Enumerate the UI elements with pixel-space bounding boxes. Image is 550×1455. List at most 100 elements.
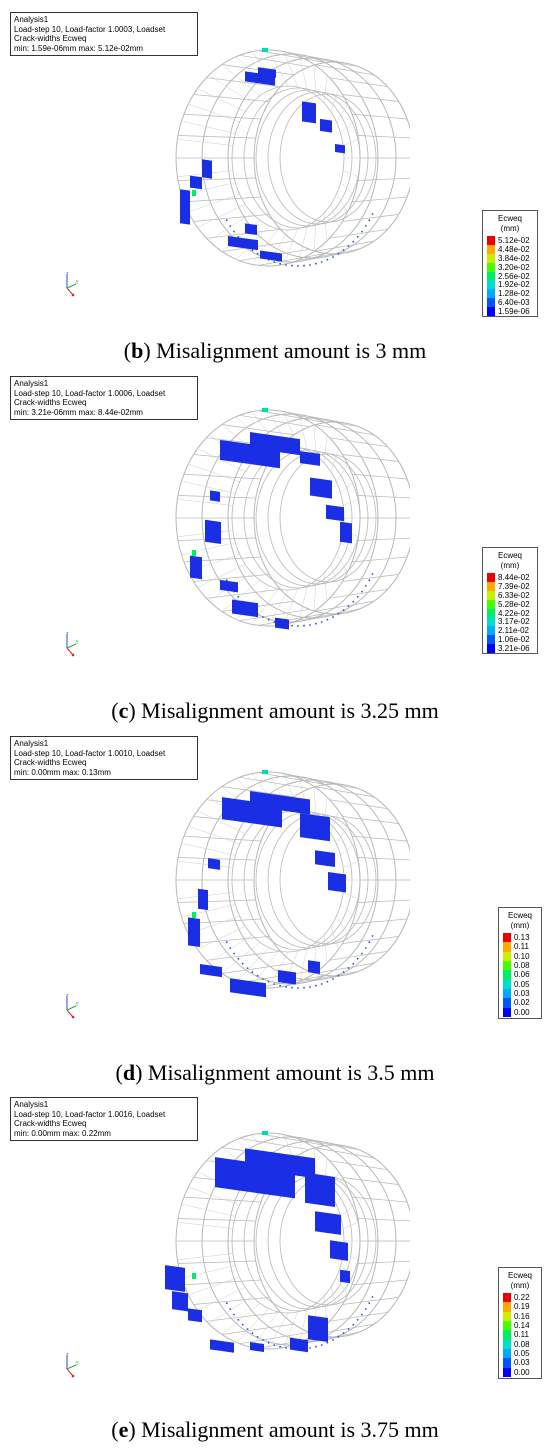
caption-text: ) Misalignment amount is 3.75 mm — [128, 1417, 439, 1442]
legend-tick: 0.22 — [514, 1293, 530, 1302]
legend-swatch — [503, 1349, 511, 1359]
info-line: Crack-widths Ecweq — [14, 34, 87, 44]
legend-swatch — [487, 253, 495, 264]
svg-text:y: y — [76, 279, 79, 285]
legend-tick: 0.05 — [514, 979, 530, 989]
legend-swatch — [487, 298, 495, 308]
legend-swatch — [487, 244, 495, 255]
legend-swatch — [487, 289, 495, 299]
legend-unit: (mm) — [500, 561, 520, 570]
legend-scale: 8.44e-02 7.39e-02 6.33e-02 5.28e-02 4.22e-02… — [483, 573, 537, 654]
legend-tick: 0.06 — [514, 970, 530, 980]
info-line: Load-step 10, Load-factor 1.0016, Loadse… — [14, 1109, 166, 1119]
legend-tick: 0.14 — [514, 1321, 530, 1330]
legend-tick: 0.05 — [514, 1349, 530, 1358]
figure-caption: (d) Misalignment amount is 3.5 mm — [0, 1060, 550, 1086]
svg-text:y: y — [76, 1001, 79, 1007]
legend-tick: 4.48e-02 — [498, 244, 530, 254]
legend-swatch — [487, 617, 495, 627]
legend-tick: 0.08 — [514, 1339, 530, 1349]
svg-text:y: y — [76, 1360, 79, 1366]
color-legend: Ecweq (mm) 0.13 0.11 0.10 0.08 0.06 0.05 0.03 0… — [498, 907, 542, 1019]
legend-tick: 0.11 — [514, 942, 529, 952]
legend-swatch — [503, 1321, 511, 1331]
legend-tick: 1.92e-02 — [498, 280, 530, 290]
legend-title: Ecweq — [497, 214, 522, 223]
legend-tick: 6.40e-03 — [498, 298, 530, 308]
legend-swatch — [503, 970, 511, 981]
legend-tick: 0.02 — [514, 998, 530, 1008]
legend-swatch — [503, 1339, 511, 1350]
legend-swatch — [503, 979, 511, 990]
legend-swatch — [503, 942, 511, 953]
legend-swatch — [503, 1311, 511, 1322]
legend-tick: 3.20e-02 — [498, 262, 530, 272]
panel-d: Analysis1 Load-step 10, Load-factor 1.00… — [0, 730, 550, 1093]
fe-model-render — [175, 48, 410, 267]
info-line: Analysis1 — [14, 739, 49, 748]
legend-tick: 0.19 — [514, 1302, 530, 1312]
legend-scale: 5.12e-02 4.48e-02 3.84e-02 3.20e-02 2.56e-02… — [483, 236, 537, 317]
caption-letter: e — [118, 1417, 129, 1442]
color-legend: Ecweq (mm) 0.22 0.19 0.16 0.14 0.11 0.08 0.05 0… — [498, 1267, 542, 1379]
svg-text:y: y — [76, 639, 79, 645]
color-legend: Ecweq (mm) 8.44e-02 7.39e-02 6.33e-02 5.28e… — [482, 547, 538, 654]
caption-paren: ( — [111, 698, 119, 723]
legend-title: Ecweq — [507, 1271, 532, 1280]
caption-text: ) Misalignment amount is 3 mm — [143, 338, 427, 363]
legend-swatch — [487, 635, 495, 645]
caption-paren: ( — [111, 1417, 119, 1442]
legend-tick: 0.13 — [514, 933, 530, 942]
axis-triad-icon: zy — [66, 631, 79, 657]
legend-swatch — [503, 1007, 511, 1018]
info-line: Crack-widths Ecweq — [14, 758, 87, 768]
info-box: Analysis1 Load-step 10, Load-factor 1.00… — [10, 1097, 198, 1142]
caption-text: ) Misalignment amount is 3.5 mm — [135, 1060, 435, 1085]
legend-title: Ecweq — [507, 911, 532, 920]
legend-tick: 2.11e-02 — [498, 626, 529, 636]
fe-model-render — [175, 408, 410, 630]
caption-letter: d — [122, 1060, 136, 1085]
axis-triad-icon: zy — [66, 1352, 79, 1378]
legend-swatch — [487, 626, 495, 636]
legend-tick: 0.11 — [514, 1330, 529, 1340]
axis-triad-icon: zy — [66, 993, 79, 1019]
info-line: Load-step 10, Load-factor 1.0010, Loadse… — [14, 748, 166, 758]
info-line: Crack-widths Ecweq — [14, 398, 87, 408]
legend-swatch — [487, 581, 495, 592]
legend-tick: 5.28e-02 — [498, 599, 530, 609]
panel-b: Analysis1 Load-step 10, Load-factor 1.00… — [0, 0, 550, 370]
legend-tick: 0.03 — [514, 1358, 530, 1368]
svg-text:z: z — [66, 631, 69, 637]
legend-tick: 0.16 — [514, 1311, 530, 1321]
info-box: Analysis1 Load-step 10, Load-factor 1.00… — [10, 376, 198, 421]
info-line: Load-step 10, Load-factor 1.0006, Loadse… — [14, 388, 166, 398]
legend-swatch — [503, 961, 511, 971]
legend-swatch — [487, 307, 495, 317]
legend-swatch — [487, 262, 495, 273]
panel-e: Analysis1 Load-step 10, Load-factor 1.00… — [0, 1093, 550, 1455]
legend-swatch — [487, 608, 495, 618]
svg-text:z: z — [66, 993, 69, 999]
legend-tick: 8.44e-02 — [498, 573, 530, 582]
legend-swatch — [503, 1358, 511, 1369]
legend-tick: 0.10 — [514, 951, 530, 961]
info-line: Analysis1 — [14, 1100, 49, 1109]
legend-scale: 0.22 0.19 0.16 0.14 0.11 0.08 0.05 0.03 0.00 — [499, 1293, 541, 1378]
legend-swatch — [487, 573, 495, 583]
figure-caption: (c) Misalignment amount is 3.25 mm — [0, 698, 550, 724]
legend-swatch — [487, 599, 495, 610]
axis-triad-icon: zy — [66, 271, 79, 297]
legend-tick: 0.08 — [514, 961, 530, 970]
legend-swatch — [503, 989, 511, 999]
info-line: min: 0.00mm max: 0.22mm — [14, 1128, 111, 1138]
legend-unit: (mm) — [500, 224, 520, 233]
legend-unit: (mm) — [510, 1281, 530, 1290]
info-line: Crack-widths Ecweq — [14, 1119, 87, 1129]
legend-tick: 3.17e-02 — [498, 617, 530, 627]
legend-swatch — [503, 1302, 511, 1313]
legend-swatch — [503, 951, 511, 962]
info-box: Analysis1 Load-step 10, Load-factor 1.00… — [10, 12, 198, 57]
figure-caption: (b) Misalignment amount is 3 mm — [0, 338, 550, 364]
svg-text:z: z — [66, 1352, 69, 1358]
